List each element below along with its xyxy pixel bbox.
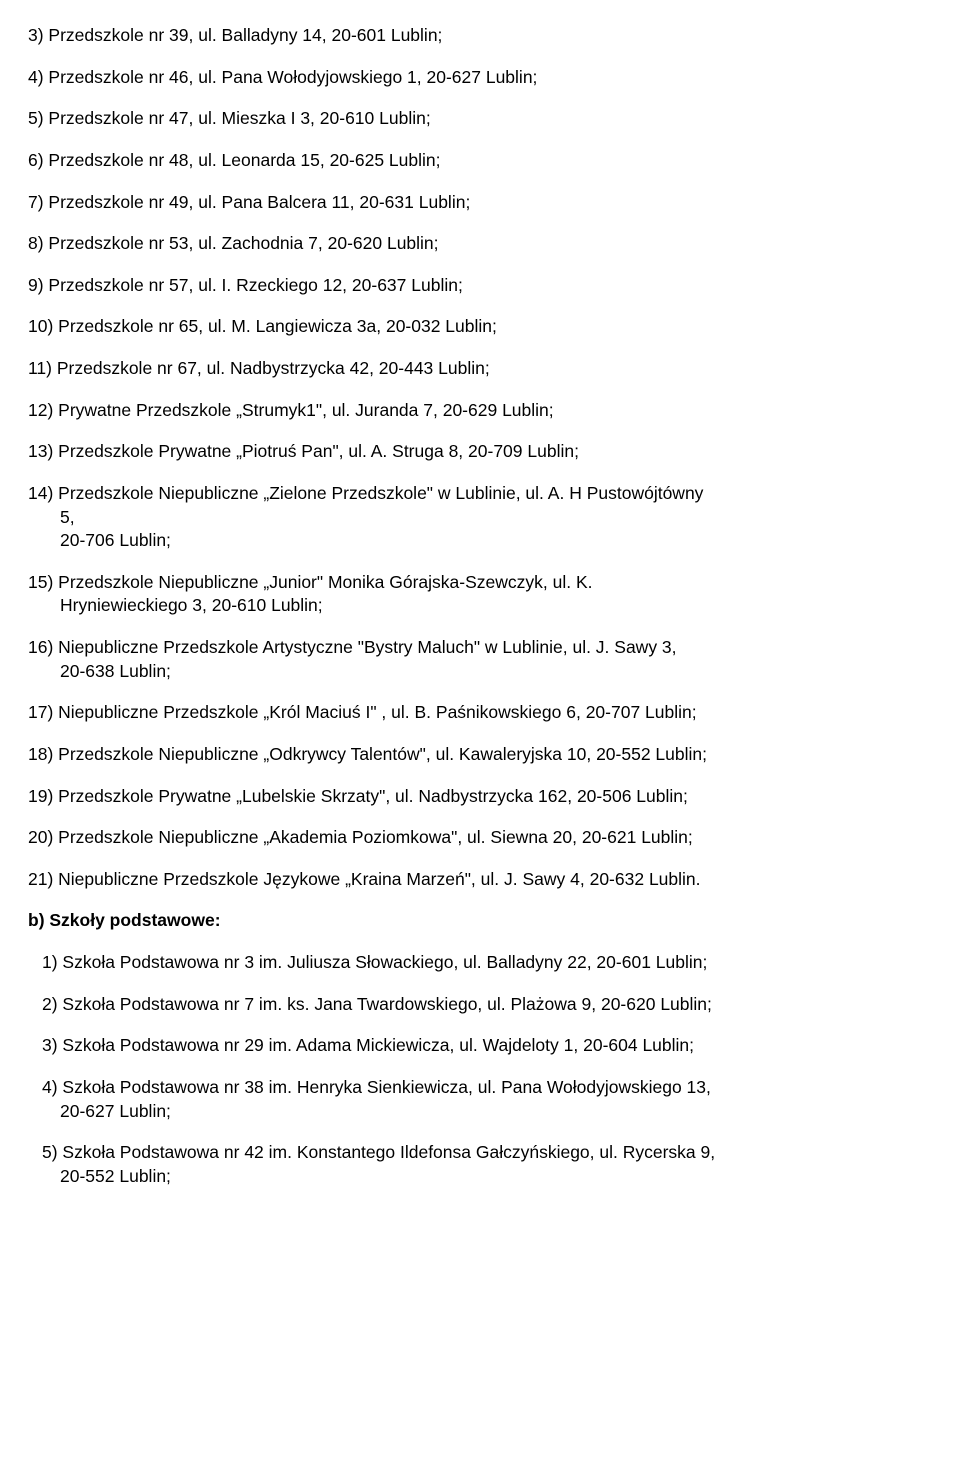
school-item-5: 5) Szkoła Podstawowa nr 42 im. Konstante… (28, 1141, 932, 1188)
list-item-7: 7) Przedszkole nr 49, ul. Pana Balcera 1… (28, 191, 932, 215)
list-item-16: 16) Niepubliczne Przedszkole Artystyczne… (28, 636, 932, 683)
list-item-16-line-2: 20-638 Lublin; (28, 660, 932, 684)
school-item-4-line-1: 4) Szkoła Podstawowa nr 38 im. Henryka S… (42, 1076, 932, 1100)
list-item-18: 18) Przedszkole Niepubliczne „Odkrywcy T… (28, 743, 932, 767)
school-item-5-line-1: 5) Szkoła Podstawowa nr 42 im. Konstante… (42, 1141, 932, 1165)
list-item-3: 3) Przedszkole nr 39, ul. Balladyny 14, … (28, 24, 932, 48)
list-item-15: 15) Przedszkole Niepubliczne „Junior" Mo… (28, 571, 932, 618)
list-item-15-line-2: Hryniewieckiego 3, 20-610 Lublin; (28, 594, 932, 618)
list-item-20: 20) Przedszkole Niepubliczne „Akademia P… (28, 826, 932, 850)
list-item-9: 9) Przedszkole nr 57, ul. I. Rzeckiego 1… (28, 274, 932, 298)
school-item-5-line-2: 20-552 Lublin; (42, 1165, 932, 1189)
list-item-8: 8) Przedszkole nr 53, ul. Zachodnia 7, 2… (28, 232, 932, 256)
list-item-19: 19) Przedszkole Prywatne „Lubelskie Skrz… (28, 785, 932, 809)
list-item-10: 10) Przedszkole nr 65, ul. M. Langiewicz… (28, 315, 932, 339)
list-item-13: 13) Przedszkole Prywatne „Piotruś Pan", … (28, 440, 932, 464)
school-item-1: 1) Szkoła Podstawowa nr 3 im. Juliusza S… (28, 951, 932, 975)
list-item-5: 5) Przedszkole nr 47, ul. Mieszka I 3, 2… (28, 107, 932, 131)
section-heading-schools: b) Szkoły podstawowe: (28, 909, 932, 933)
list-item-14-line-1: 14) Przedszkole Niepubliczne „Zielone Pr… (28, 482, 932, 506)
school-item-4: 4) Szkoła Podstawowa nr 38 im. Henryka S… (28, 1076, 932, 1123)
list-item-14: 14) Przedszkole Niepubliczne „Zielone Pr… (28, 482, 932, 553)
list-item-21: 21) Niepubliczne Przedszkole Językowe „K… (28, 868, 932, 892)
list-item-16-line-1: 16) Niepubliczne Przedszkole Artystyczne… (28, 636, 932, 660)
school-item-3: 3) Szkoła Podstawowa nr 29 im. Adama Mic… (28, 1034, 932, 1058)
list-item-12: 12) Prywatne Przedszkole „Strumyk1", ul.… (28, 399, 932, 423)
list-item-17: 17) Niepubliczne Przedszkole „Król Maciu… (28, 701, 932, 725)
school-item-2: 2) Szkoła Podstawowa nr 7 im. ks. Jana T… (28, 993, 932, 1017)
list-item-15-line-1: 15) Przedszkole Niepubliczne „Junior" Mo… (28, 571, 932, 595)
list-item-14-line-3: 20-706 Lublin; (28, 529, 932, 553)
school-item-4-line-2: 20-627 Lublin; (42, 1100, 932, 1124)
list-item-6: 6) Przedszkole nr 48, ul. Leonarda 15, 2… (28, 149, 932, 173)
list-item-4: 4) Przedszkole nr 46, ul. Pana Wołodyjow… (28, 66, 932, 90)
list-item-11: 11) Przedszkole nr 67, ul. Nadbystrzycka… (28, 357, 932, 381)
list-item-14-line-2: 5, (28, 506, 932, 530)
